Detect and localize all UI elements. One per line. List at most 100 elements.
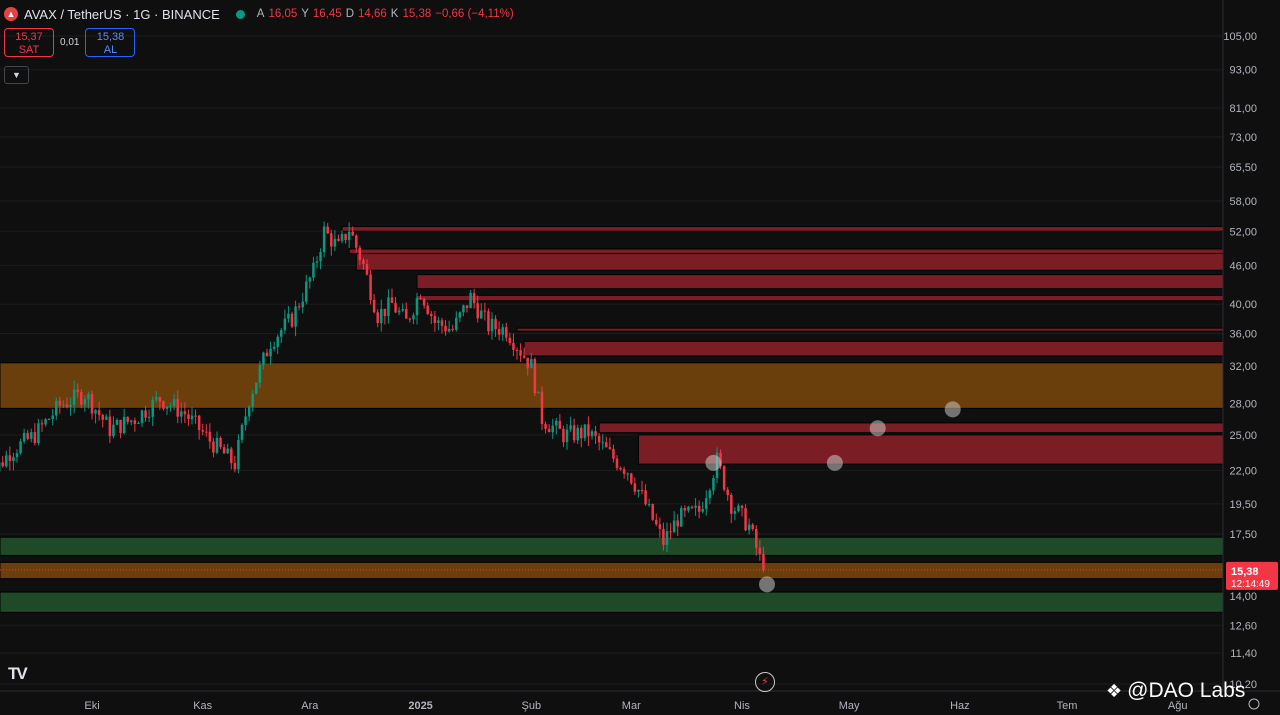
candle-body [15,453,19,458]
y-tick-label: 19,50 [1229,499,1257,511]
marker-circle [759,576,775,593]
candle-body [644,490,647,505]
candle-body [72,389,76,405]
candle-body [537,391,540,394]
candle-body [208,431,212,442]
candle-body [590,431,594,437]
y-tick-label: 25,00 [1229,430,1257,442]
candle-body [83,399,87,405]
candle-body [669,531,672,533]
tradingview-logo-icon[interactable]: TV [8,664,28,683]
candle-body [272,346,276,349]
candle-body [522,355,526,358]
zone-demand-10 [0,536,1224,556]
symbol-title[interactable]: AVAX / TetherUS · 1G · BINANCE [24,6,220,22]
candle-body [544,424,547,429]
candle-body [426,305,429,315]
low-key: D [345,8,354,20]
x-tick-label: Mar [622,700,641,712]
y-tick-label: 46,00 [1229,260,1257,272]
candle-body [155,397,158,400]
candle-body [180,411,183,417]
marker-circle [869,420,886,437]
avax-icon[interactable]: ▲ [4,7,18,21]
candle-body [297,306,301,308]
candle-body [662,528,665,545]
x-tick-label: Haz [950,700,970,712]
candle-body [701,508,704,512]
y-tick-label: 28,00 [1229,398,1257,410]
candle-body [630,473,633,484]
candle-body [422,298,426,306]
candle-body [697,505,701,512]
candle-body [58,400,62,406]
candle-body [583,424,587,439]
watermark: ❖ @DAO Labs [1106,679,1245,703]
y-tick-label: 93,00 [1229,65,1257,77]
candle-body [655,519,658,525]
candle-body [490,318,494,332]
candle-body [80,392,83,405]
candle-body [547,428,551,433]
zone-orange-11 [0,561,1224,580]
candle-body [615,458,619,469]
candle-body [497,329,501,335]
candle-body [158,397,162,402]
candle-body [187,414,190,419]
candle-body [383,308,387,317]
candle-body [201,430,204,432]
marker-circle [705,454,722,471]
candle-body [140,410,144,423]
high-key: Y [301,8,309,20]
candle-body [526,357,529,369]
candle-body [447,328,451,332]
candle-body [394,302,397,313]
candle-body [680,508,683,527]
candle-body [197,415,201,431]
candle-body [451,328,454,330]
buy-button[interactable]: 15,38 AL [85,28,136,57]
open-value: 16,05 [268,8,298,20]
candle-body [244,416,247,425]
candle-body [305,281,308,302]
candle-body [151,399,154,417]
candle-body [326,226,329,234]
candle-body [183,411,187,415]
candle-body [580,427,583,439]
trade-panel: 15,37 SAT 0,01 15,38 AL [4,28,136,57]
candle-body [165,406,169,409]
y-tick-label: 81,00 [1229,103,1257,115]
candle-body [22,432,26,442]
zone-supply-8 [598,422,1224,434]
y-tick-label: 58,00 [1229,196,1257,208]
candle-body [726,489,729,496]
candle-body [744,508,747,531]
y-tick-label: 65,50 [1229,162,1257,174]
candle-body [622,469,626,474]
candle-body [587,424,590,437]
x-tick-label: Eki [84,700,99,712]
candle-body [226,448,229,454]
candle-body [730,495,733,514]
candle-body [372,300,376,313]
candle-body [319,252,322,262]
candle-body [240,424,244,440]
lightning-icon[interactable]: ⚡ [755,672,775,692]
candle-body [501,327,504,335]
candle-body [605,442,608,448]
candle-body [94,410,97,414]
candle-body [740,505,744,509]
ohlc-values: A 16,05 Y 16,45 D 14,66 K 15,38 −0,66 (−4,11… [257,8,514,20]
sell-button[interactable]: 15,37 SAT [4,28,54,57]
chevron-down-icon[interactable]: ▼ [4,66,29,84]
candle-body [301,301,304,308]
candle-body [369,274,372,301]
y-tick-label: 12,60 [1229,620,1257,632]
candle-body [390,297,394,303]
candle-body [347,231,351,241]
candle-body [247,406,251,417]
zone-supply-6 [523,340,1224,357]
price-axis [1223,0,1280,715]
candle-body [280,330,283,337]
